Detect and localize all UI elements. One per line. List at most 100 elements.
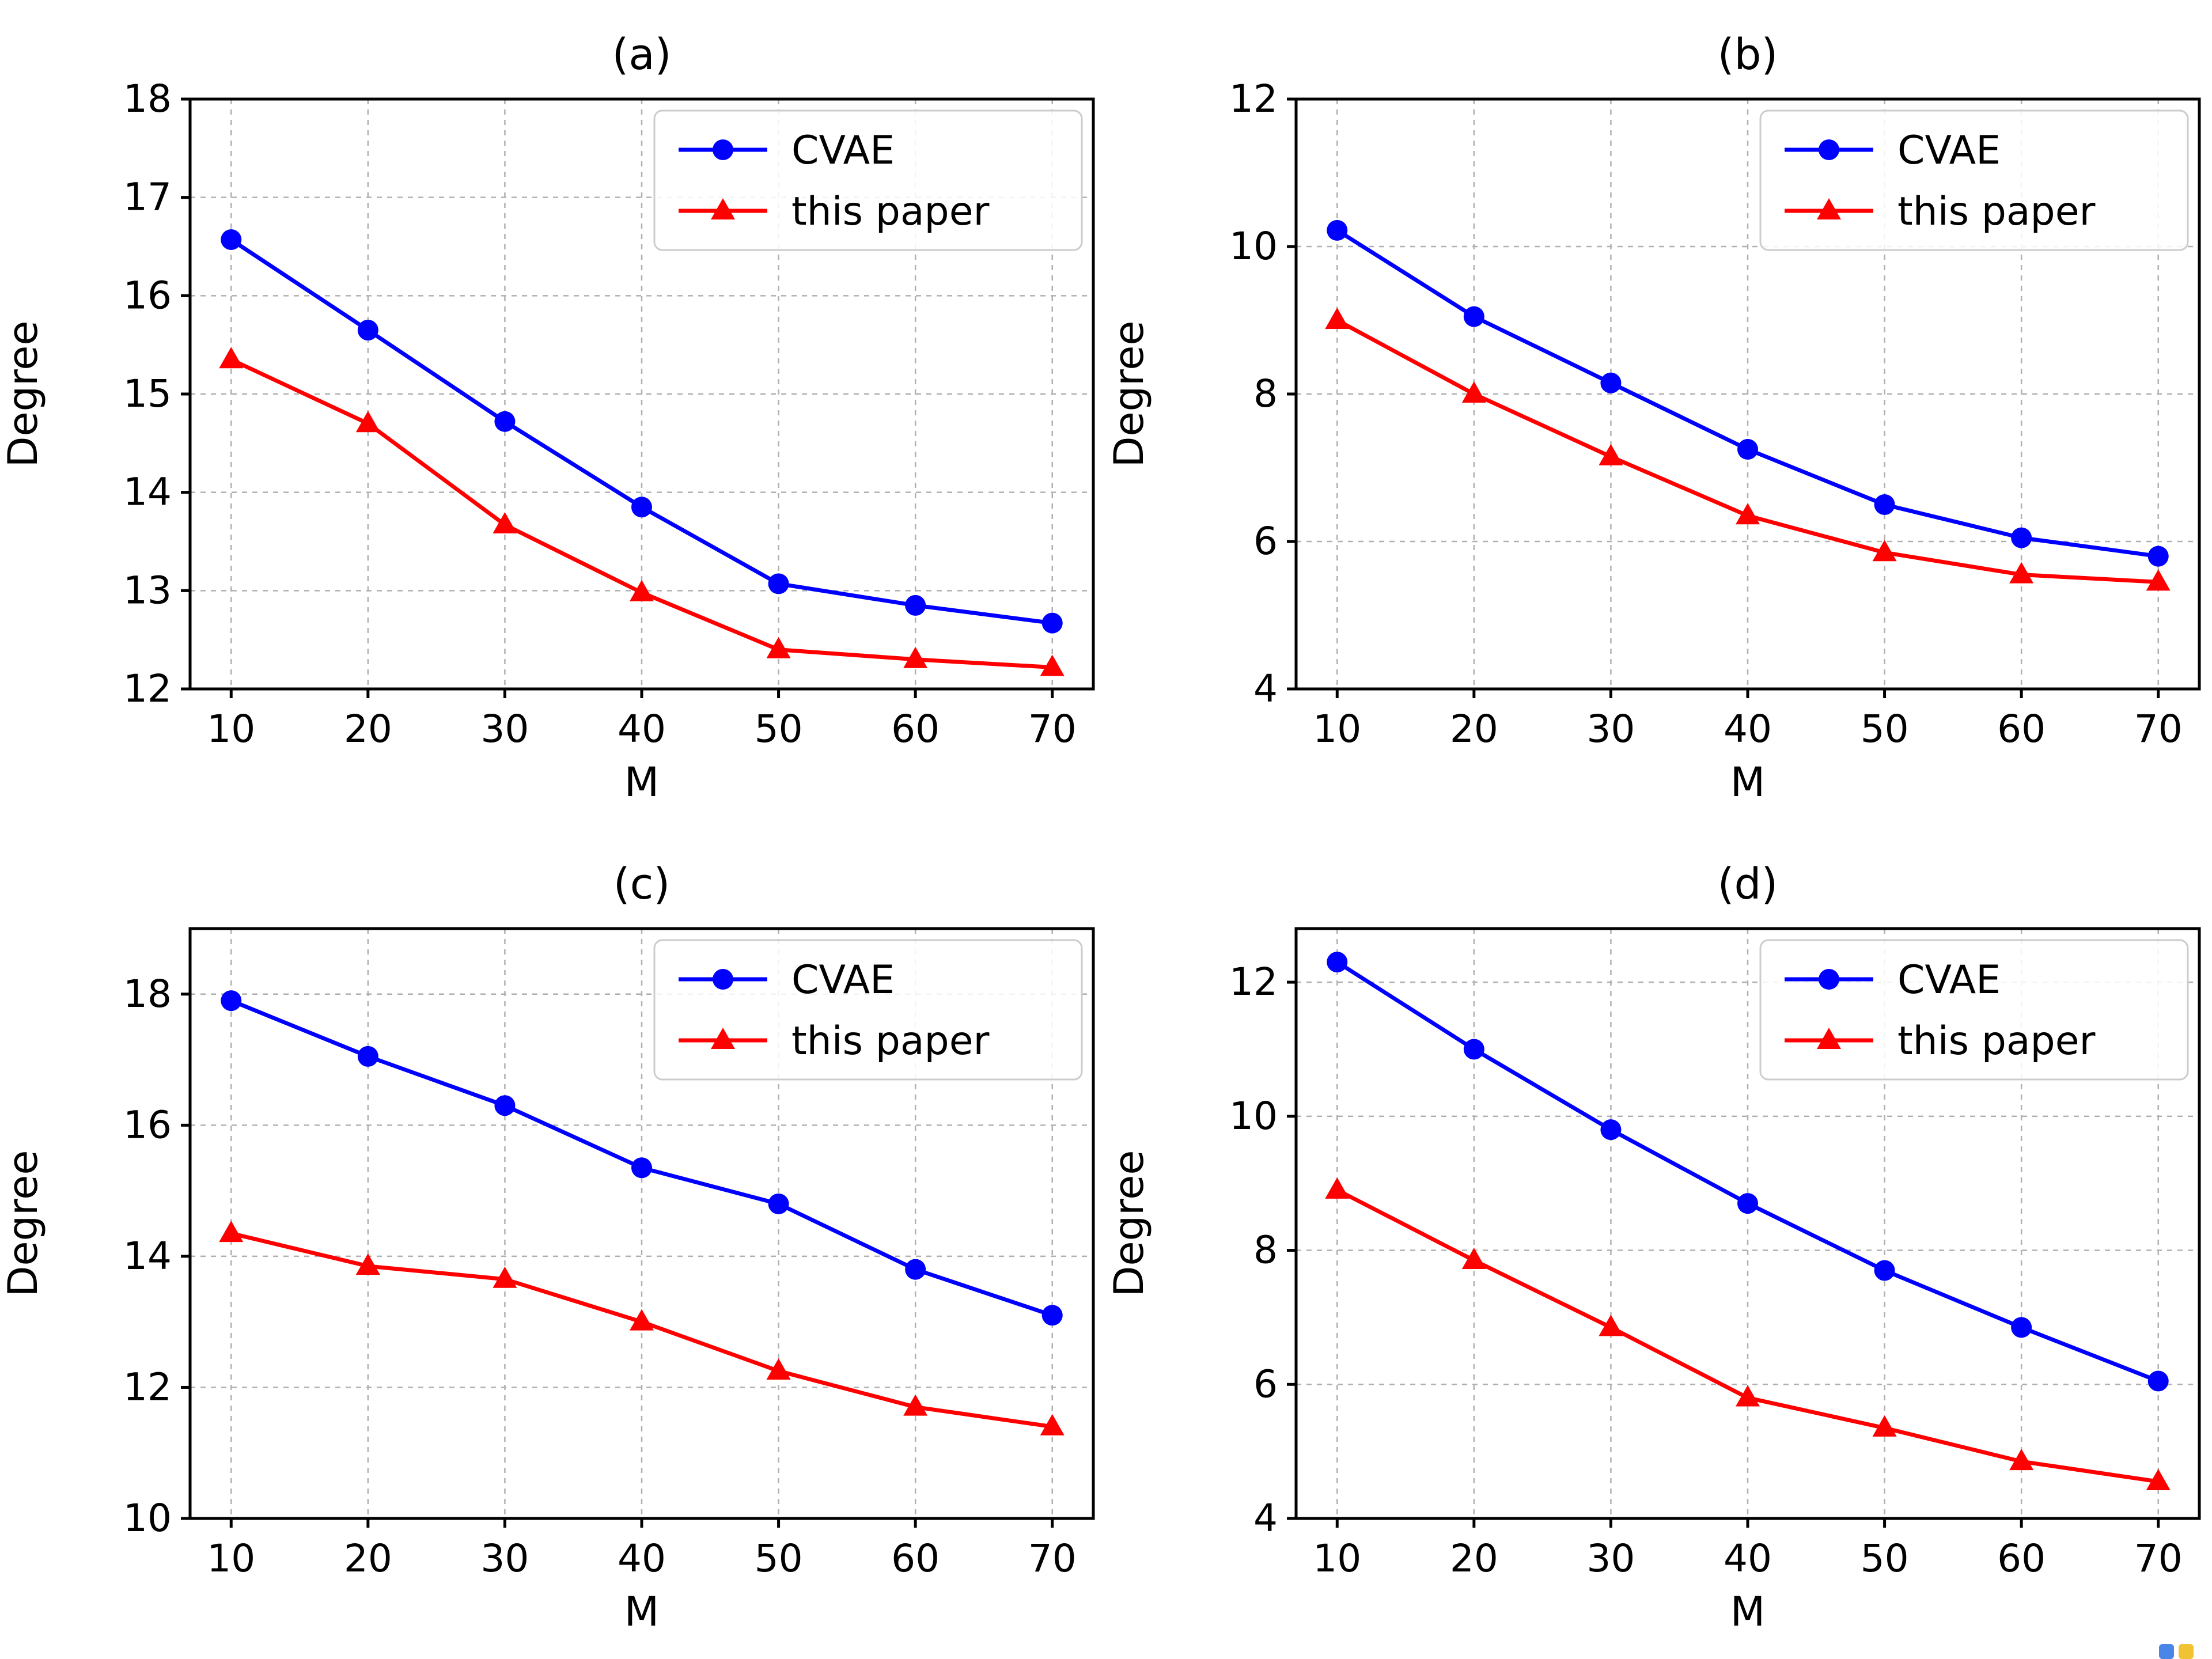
data-point-circle-marker [221,990,242,1012]
legend-circle-marker [1819,969,1839,990]
subplot-d: 10 20 30 40 50 60 70 4 6 8 10 12 (d) M Degree CVAE this … [1106,830,2212,1659]
data-point-circle-marker [905,594,926,616]
x-axis-label: M [1730,759,1765,806]
data-point-triangle-marker [630,579,654,601]
data-point-triangle-marker [630,1309,654,1331]
y-tick-label: 4 [1253,666,1278,711]
data-point-circle-marker [1463,1039,1484,1060]
y-tick-label: 4 [1253,1496,1278,1540]
legend-label: CVAE [1897,128,2001,173]
legend-triangle-marker [1817,198,1841,219]
y-tick-label: 16 [123,1103,172,1147]
data-point-circle-marker [631,497,652,518]
data-point-circle-marker [1600,372,1622,393]
data-point-circle-marker [1600,1119,1622,1141]
y-tick-label: 12 [123,666,172,711]
data-point-triangle-marker [1325,308,1350,329]
y-tick-label: 6 [1253,519,1278,563]
x-tick-label: 40 [618,707,666,751]
x-tick-label: 40 [1724,1536,1772,1581]
data-point-triangle-marker [1872,540,1897,562]
legend-label: CVAE [1897,957,2001,1003]
y-tick-label: 18 [123,972,172,1016]
x-axis-label: M [1730,1588,1765,1635]
x-tick-label: 10 [207,707,255,751]
y-axis-label: Degree [0,1150,47,1297]
legend-box [1759,109,2189,251]
data-point-circle-marker [2011,527,2032,548]
x-tick-label: 40 [618,1536,666,1581]
legend-label: this paper [1897,1018,2096,1064]
data-point-triangle-marker [2009,562,2034,584]
x-tick-label: 20 [344,707,392,751]
data-point-circle-marker [1041,612,1063,634]
data-point-circle-marker [357,320,378,341]
data-point-circle-marker [1874,1260,1895,1281]
data-point-triangle-marker [1736,503,1760,525]
legend-label: CVAE [791,128,895,173]
data-point-circle-marker [1737,1193,1758,1214]
data-point-triangle-marker [1325,1177,1350,1199]
data-point-triangle-marker [1040,654,1065,676]
data-point-circle-marker [905,1259,926,1280]
y-tick-label: 10 [123,1496,172,1540]
data-point-triangle-marker [493,1266,517,1288]
subplot-c-canvas: 10 20 30 40 50 60 70 10 12 14 16 18 (c) M Degree CVAE th… [0,859,1095,1635]
data-point-triangle-marker [2146,1469,2171,1490]
data-point-circle-marker [631,1157,652,1179]
x-tick-label: 60 [1997,1536,2046,1581]
data-point-circle-marker [768,573,789,594]
data-point-circle-marker [1874,494,1895,515]
x-tick-label: 50 [755,707,803,751]
data-point-circle-marker [221,229,242,251]
data-point-triangle-marker [219,347,244,369]
x-tick-label: 30 [480,1536,529,1581]
legend-triangle-marker [1817,1028,1841,1049]
x-tick-label: 60 [891,1536,940,1581]
x-tick-label: 30 [1586,1536,1635,1581]
data-point-triangle-marker [355,411,380,433]
data-point-triangle-marker [903,646,928,668]
x-tick-label: 70 [1028,1536,1077,1581]
data-point-circle-marker [1463,306,1484,327]
x-tick-label: 10 [1313,707,1361,751]
legend-circle-marker [713,969,733,990]
x-tick-label: 20 [344,1536,392,1581]
y-tick-label: 8 [1253,372,1278,416]
data-point-circle-marker [1737,439,1758,460]
subplot-d-canvas: 10 20 30 40 50 60 70 4 6 8 10 12 (d) M Degree CVAE this … [1106,859,2201,1635]
x-tick-label: 60 [891,707,940,751]
data-point-circle-marker [2147,546,2169,567]
x-tick-label: 20 [1450,1536,1498,1581]
data-point-circle-marker [1327,219,1348,241]
y-tick-label: 10 [1229,1094,1278,1138]
y-tick-label: 16 [123,273,172,317]
subplot-title: (d) [1718,859,1778,909]
y-tick-label: 15 [123,372,172,416]
data-point-triangle-marker [355,1253,380,1275]
subplot-a: 10 20 30 40 50 60 70 12 13 14 15 16 17 18 (a) M Degree CV… [0,0,1106,830]
data-point-triangle-marker [2009,1449,2034,1471]
legend-triangle-marker [711,198,735,219]
x-tick-label: 50 [1861,707,1909,751]
corner-artifact-icon [2159,1636,2212,1659]
y-tick-label: 14 [123,1234,172,1278]
data-point-triangle-marker [2146,569,2171,591]
corner-artifact-yellow [2179,1644,2194,1659]
data-point-circle-marker [2011,1317,2032,1338]
legend-label: this paper [791,1018,990,1064]
legend-label: this paper [1897,189,2096,234]
x-tick-label: 10 [1313,1536,1361,1581]
legend-circle-marker [1819,139,1839,160]
y-tick-label: 13 [123,568,172,612]
legend-box [1759,939,2189,1081]
data-point-circle-marker [1041,1305,1063,1326]
data-point-triangle-marker [766,637,791,658]
x-tick-label: 10 [207,1536,255,1581]
x-tick-label: 60 [1997,707,2046,751]
x-tick-label: 70 [2134,707,2183,751]
data-point-triangle-marker [1599,1315,1623,1336]
data-point-triangle-marker [766,1358,791,1380]
legend-circle-marker [713,139,733,160]
